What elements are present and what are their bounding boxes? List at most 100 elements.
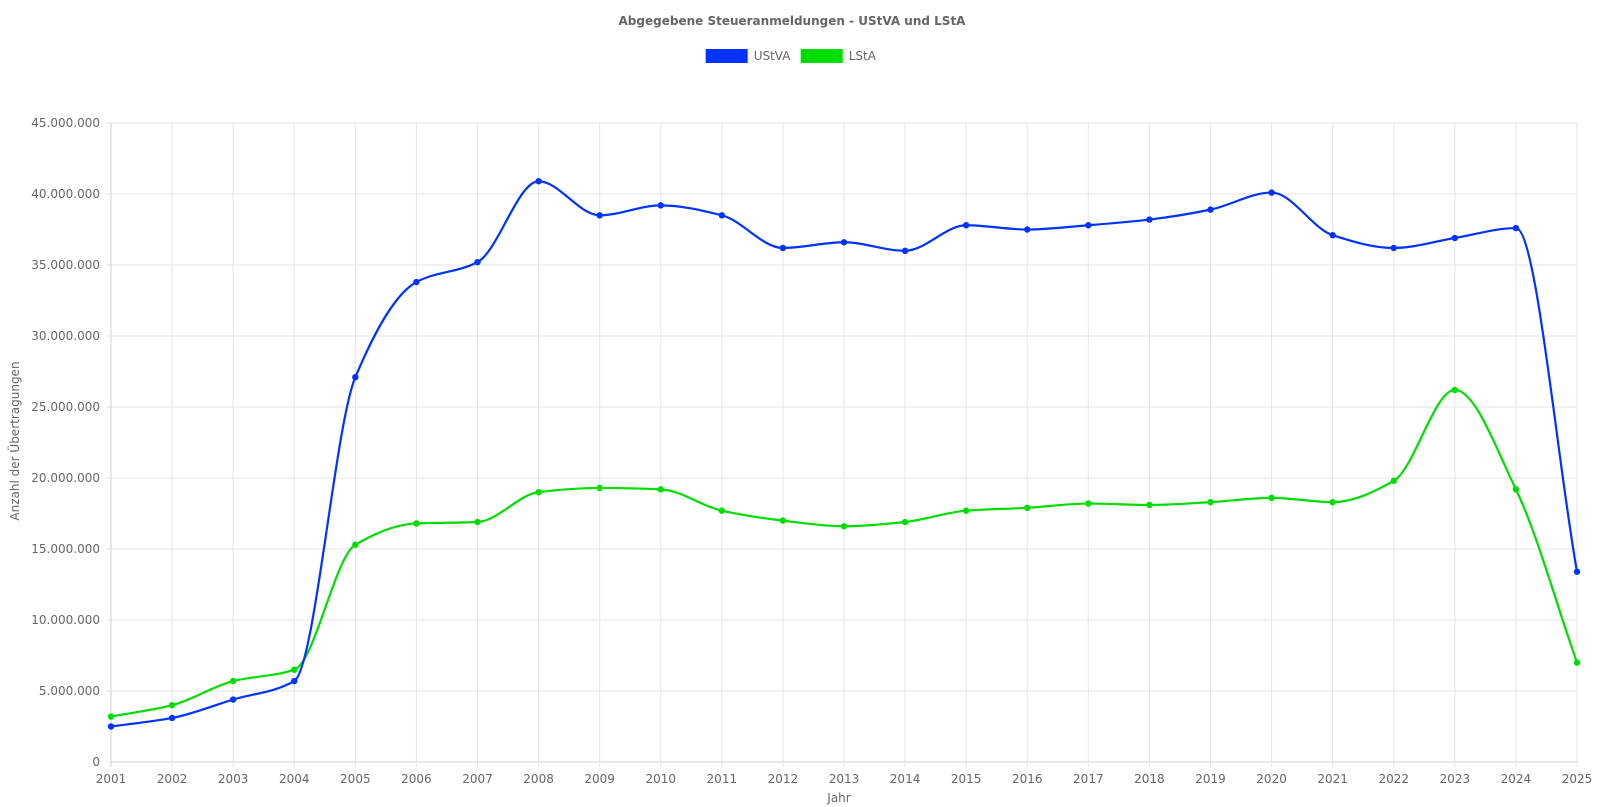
data-point-ustva[interactable] xyxy=(840,239,848,246)
data-point-ustva[interactable] xyxy=(962,222,970,229)
data-point-lsta[interactable] xyxy=(229,677,237,685)
grid xyxy=(106,122,1578,767)
legend-label-lsta: LStA xyxy=(849,49,877,63)
y-tick-label: 25.000.000 xyxy=(31,400,100,414)
series-layer xyxy=(107,178,1581,730)
x-tick-label: 2019 xyxy=(1195,772,1226,786)
data-point-ustva[interactable] xyxy=(291,677,298,685)
data-point-lsta[interactable] xyxy=(1085,500,1092,507)
data-point-ustva[interactable] xyxy=(1451,234,1459,242)
data-point-ustva[interactable] xyxy=(168,714,176,722)
data-point-lsta[interactable] xyxy=(1451,386,1459,394)
y-tick-label: 0 xyxy=(92,755,100,769)
data-point-ustva[interactable] xyxy=(474,258,481,266)
data-point-ustva[interactable] xyxy=(1268,189,1275,196)
data-point-lsta[interactable] xyxy=(107,713,115,720)
x-tick-label: 2010 xyxy=(645,772,676,786)
series-ustva xyxy=(107,178,1581,730)
data-point-lsta[interactable] xyxy=(168,702,176,709)
x-tick-label: 2012 xyxy=(768,772,799,786)
x-tick-label: 2015 xyxy=(951,772,982,786)
data-point-lsta[interactable] xyxy=(779,517,787,524)
legend-swatch-ustva xyxy=(705,49,748,63)
legend[interactable]: UStVA LStA xyxy=(705,49,877,63)
data-point-lsta[interactable] xyxy=(962,507,970,514)
data-point-ustva[interactable] xyxy=(1573,568,1581,575)
data-point-ustva[interactable] xyxy=(413,278,420,286)
data-point-lsta[interactable] xyxy=(718,507,726,514)
y-tick-label: 45.000.000 xyxy=(31,116,100,130)
data-point-ustva[interactable] xyxy=(901,247,909,254)
data-point-lsta[interactable] xyxy=(1268,494,1275,502)
x-tick-label: 2024 xyxy=(1501,772,1532,786)
legend-swatch-lsta xyxy=(800,49,843,63)
data-point-ustva[interactable] xyxy=(718,212,726,219)
legend-item-ustva[interactable]: UStVA xyxy=(705,49,792,63)
y-tick-label: 40.000.000 xyxy=(31,187,100,201)
y-tick-label: 20.000.000 xyxy=(31,471,100,485)
data-point-lsta[interactable] xyxy=(352,541,359,548)
y-axis-title: Anzahl der Übertragungen xyxy=(6,361,22,520)
data-point-lsta[interactable] xyxy=(535,489,542,496)
legend-label-ustva: UStVA xyxy=(754,49,792,63)
data-point-ustva[interactable] xyxy=(1024,226,1031,233)
x-tick-label: 2006 xyxy=(401,772,432,786)
data-point-ustva[interactable] xyxy=(352,373,359,381)
x-tick-label: 2014 xyxy=(890,772,921,786)
legend-item-lsta[interactable]: LStA xyxy=(800,49,877,63)
data-point-ustva[interactable] xyxy=(1329,231,1336,239)
x-tick-label: 2003 xyxy=(218,772,249,786)
data-point-ustva[interactable] xyxy=(1207,206,1214,213)
x-tick-label: 2007 xyxy=(462,772,493,786)
data-point-lsta[interactable] xyxy=(1512,486,1520,493)
data-point-lsta[interactable] xyxy=(1573,659,1581,666)
data-point-lsta[interactable] xyxy=(596,484,603,492)
data-point-lsta[interactable] xyxy=(291,666,298,673)
x-tick-label: 2009 xyxy=(584,772,615,786)
y-tick-label: 15.000.000 xyxy=(31,542,100,556)
series-lsta xyxy=(107,386,1581,720)
x-tick-label: 2022 xyxy=(1378,772,1409,786)
x-tick-label: 2021 xyxy=(1317,772,1348,786)
data-point-ustva[interactable] xyxy=(657,202,664,209)
y-tick-label: 35.000.000 xyxy=(31,258,100,272)
x-tick-label: 2002 xyxy=(157,772,188,786)
y-tick-label: 10.000.000 xyxy=(31,613,100,627)
data-point-lsta[interactable] xyxy=(413,520,420,527)
data-point-ustva[interactable] xyxy=(1390,244,1397,252)
data-point-lsta[interactable] xyxy=(657,486,664,493)
data-point-ustva[interactable] xyxy=(229,696,237,703)
x-tick-label: 2004 xyxy=(279,772,310,786)
x-axis-title: Jahr xyxy=(826,791,850,805)
x-tick-label: 2017 xyxy=(1073,772,1104,786)
data-point-lsta[interactable] xyxy=(901,518,909,526)
data-point-ustva[interactable] xyxy=(1512,224,1520,232)
x-tick-label: 2025 xyxy=(1562,772,1593,786)
data-point-ustva[interactable] xyxy=(535,178,542,185)
data-point-lsta[interactable] xyxy=(1146,501,1153,509)
x-tick-label: 2001 xyxy=(96,772,127,786)
x-tick-label: 2020 xyxy=(1256,772,1287,786)
data-point-lsta[interactable] xyxy=(1024,504,1031,512)
y-tick-label: 30.000.000 xyxy=(31,329,100,343)
x-tick-label: 2005 xyxy=(340,772,371,786)
x-tick-label: 2011 xyxy=(707,772,738,786)
x-tick-label: 2023 xyxy=(1440,772,1471,786)
x-tick-label: 2013 xyxy=(829,772,860,786)
data-point-ustva[interactable] xyxy=(779,244,787,252)
data-point-ustva[interactable] xyxy=(107,723,115,730)
data-point-lsta[interactable] xyxy=(1207,498,1214,506)
data-point-ustva[interactable] xyxy=(1146,216,1153,223)
chart-title: Abgegebene Steueranmeldungen - UStVA und… xyxy=(619,14,967,28)
data-point-ustva[interactable] xyxy=(1085,222,1092,229)
data-point-ustva[interactable] xyxy=(596,212,603,219)
data-point-lsta[interactable] xyxy=(840,523,848,530)
x-tick-label: 2018 xyxy=(1134,772,1165,786)
data-point-lsta[interactable] xyxy=(474,518,481,526)
series-line-ustva xyxy=(110,180,1579,728)
x-tick-label: 2016 xyxy=(1012,772,1043,786)
data-point-lsta[interactable] xyxy=(1390,477,1397,485)
data-point-lsta[interactable] xyxy=(1329,498,1336,506)
